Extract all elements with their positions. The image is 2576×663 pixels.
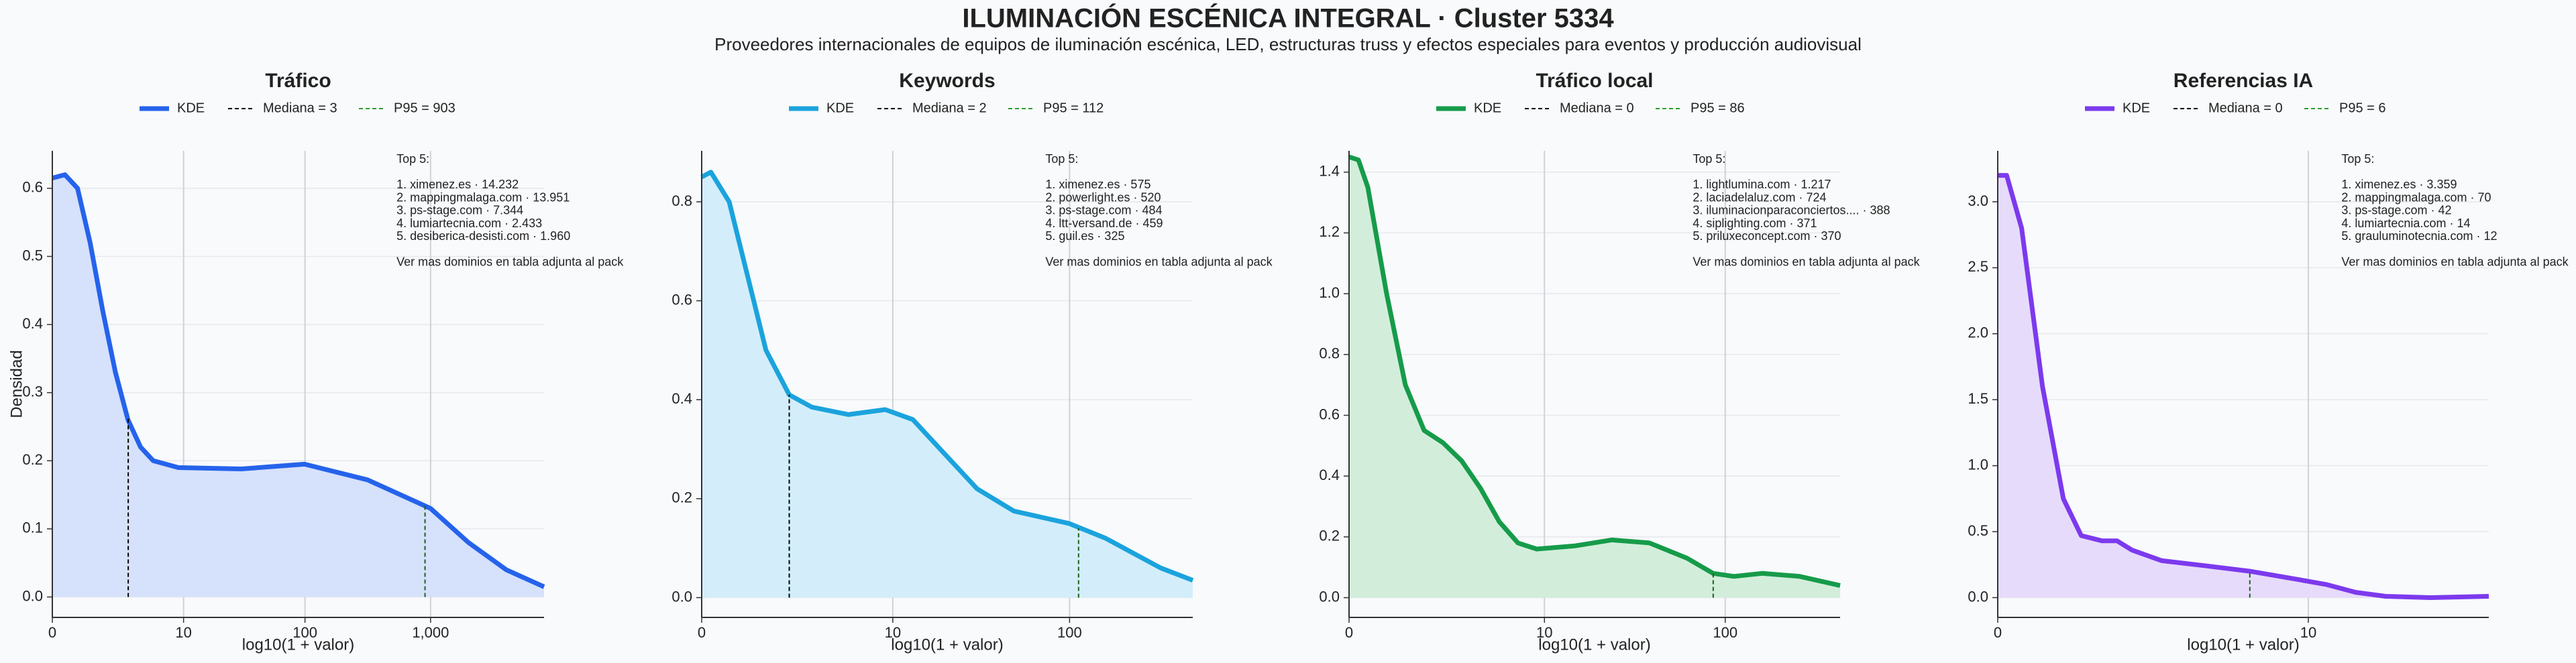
y-tick-label: 0.8 — [1319, 345, 1340, 362]
y-tick-label: 0.0 — [1968, 588, 1988, 605]
x-tick-label: 0 — [1994, 624, 2002, 641]
x-axis-label: log10(1 + valor) — [242, 636, 354, 654]
y-tick-label: 0.4 — [1319, 467, 1340, 483]
y-tick-label: 0.4 — [22, 315, 43, 332]
y-tick-label: 0.5 — [1968, 522, 1988, 539]
annotation-line: 1. ximenez.es · 3.359 — [2341, 178, 2457, 191]
y-tick-label: 2.0 — [1968, 324, 1988, 341]
x-tick-label: 1,000 — [412, 624, 449, 641]
legend-label: Mediana = 2 — [912, 101, 987, 115]
y-tick-label: 2.5 — [1968, 258, 1988, 275]
y-tick-label: 0.6 — [1319, 406, 1340, 422]
kde-area — [1349, 157, 1840, 598]
annotation-line: Top 5: — [1693, 152, 1725, 166]
y-tick-label: 0.6 — [22, 179, 43, 196]
annotation-line: 4. siplighting.com · 371 — [1693, 217, 1817, 230]
legend-label: Mediana = 0 — [2208, 101, 2283, 115]
panel-title: Tráfico local — [1536, 70, 1653, 92]
legend-label: Mediana = 0 — [1560, 101, 1634, 115]
legend-label: KDE — [177, 101, 205, 115]
legend-label: P95 = 903 — [394, 101, 455, 115]
legend-label: P95 = 6 — [2339, 101, 2386, 115]
y-tick-label: 0.0 — [1319, 588, 1340, 605]
annotation-line: Ver mas dominios en tabla adjunta al pac… — [2341, 255, 2569, 268]
kde-line — [52, 172, 545, 589]
y-tick-label: 1.0 — [1968, 456, 1988, 473]
annotation-line: 1. ximenez.es · 575 — [1045, 178, 1150, 191]
y-tick-label: 3.0 — [1968, 192, 1988, 209]
annotation-line: Ver mas dominios en tabla adjunta al pac… — [1693, 255, 1920, 268]
x-tick-label: 100 — [292, 624, 317, 641]
main-title: ILUMINACIÓN ESCÉNICA INTEGRAL · Cluster … — [962, 3, 1614, 34]
kde-line — [1348, 154, 1841, 588]
y-tick-label: 0.5 — [22, 247, 43, 263]
annotation-line: Top 5: — [1045, 152, 1078, 166]
annotation-line: 4. lumiartecnia.com · 14 — [2341, 217, 2470, 230]
annotation-line: 5. guil.es · 325 — [1045, 229, 1124, 243]
y-tick-label: 0.3 — [22, 383, 43, 400]
x-tick-label: 10 — [2300, 624, 2316, 641]
kde-line — [1998, 173, 2489, 600]
annotation-line: 3. ps-stage.com · 484 — [1045, 204, 1162, 217]
kde-area — [52, 174, 544, 597]
legend-label: KDE — [1474, 101, 1501, 115]
y-tick-label: 0.2 — [22, 451, 43, 468]
annotation-line: 5. desiberica-desisti.com · 1.960 — [396, 229, 570, 243]
x-tick-label: 100 — [1713, 624, 1737, 641]
x-tick-label: 0 — [48, 624, 56, 641]
x-axis-label: log10(1 + valor) — [891, 636, 1003, 654]
annotation-line: 5. grauluminotecnia.com · 12 — [2341, 229, 2497, 243]
y-tick-label: 1.2 — [1319, 223, 1340, 240]
annotation-line: 2. powerlight.es · 520 — [1045, 190, 1161, 204]
kde-line — [700, 170, 1194, 583]
kde-area — [1998, 175, 2489, 598]
annotation-line: 2. mappingmalaga.com · 13.951 — [396, 190, 570, 204]
annotation-line: 3. ps-stage.com · 7.344 — [396, 204, 523, 217]
legend-label: KDE — [826, 101, 854, 115]
annotation-line: 3. iluminacionparaconciertos.... · 388 — [1693, 204, 1890, 217]
annotation-line: 1. ximenez.es · 14.232 — [396, 178, 519, 191]
y-tick-label: 0.0 — [672, 588, 692, 605]
annotation-line: 3. ps-stage.com · 42 — [2341, 204, 2451, 217]
x-tick-label: 10 — [175, 624, 191, 641]
annotation-line: Ver mas dominios en tabla adjunta al pac… — [396, 255, 624, 268]
y-tick-label: 0.1 — [22, 520, 43, 536]
x-tick-label: 100 — [1057, 624, 1082, 641]
annotation-line: Top 5: — [396, 152, 429, 166]
annotation-line: 2. laciadelaluz.com · 724 — [1693, 190, 1826, 204]
y-tick-label: 0.2 — [672, 489, 692, 506]
annotation-line: Ver mas dominios en tabla adjunta al pac… — [1045, 255, 1273, 268]
annotation-line: 1. lightlumina.com · 1.217 — [1693, 178, 1831, 191]
x-tick-label: 0 — [1345, 624, 1353, 641]
annotation-line: 2. mappingmalaga.com · 70 — [2341, 190, 2491, 204]
x-tick-label: 0 — [698, 624, 706, 641]
y-tick-label: 0.6 — [672, 291, 692, 308]
y-tick-label: 0.0 — [22, 587, 43, 604]
x-tick-label: 10 — [885, 624, 901, 641]
annotation-line: Top 5: — [2341, 152, 2374, 166]
annotation-line: 4. ltt-versand.de · 459 — [1045, 217, 1163, 230]
legend-label: Mediana = 3 — [263, 101, 337, 115]
legend-label: KDE — [2123, 101, 2150, 115]
y-tick-label: 0.4 — [672, 390, 692, 407]
x-tick-label: 10 — [1536, 624, 1552, 641]
y-tick-label: 1.5 — [1968, 390, 1988, 407]
legend-label: P95 = 86 — [1690, 101, 1745, 115]
annotation-line: 5. priluxeconcept.com · 370 — [1693, 229, 1841, 243]
y-tick-label: 1.0 — [1319, 284, 1340, 301]
x-axis-label: log10(1 + valor) — [2187, 636, 2299, 654]
y-tick-label: 0.8 — [672, 192, 692, 209]
y-tick-label: 0.2 — [1319, 528, 1340, 544]
subtitle: Proveedores internacionales de equipos d… — [714, 34, 1862, 54]
x-axis-label: log10(1 + valor) — [1538, 636, 1650, 654]
y-axis-label: Densidad — [7, 350, 25, 418]
kde-area — [702, 172, 1193, 598]
y-tick-label: 1.4 — [1319, 163, 1340, 180]
legend-label: P95 = 112 — [1043, 101, 1104, 115]
panel-title: Tráfico — [265, 70, 331, 92]
annotation-line: 4. lumiartecnia.com · 2.433 — [396, 217, 542, 230]
panel-title: Keywords — [899, 70, 995, 92]
panel-title: Referencias IA — [2174, 70, 2313, 92]
